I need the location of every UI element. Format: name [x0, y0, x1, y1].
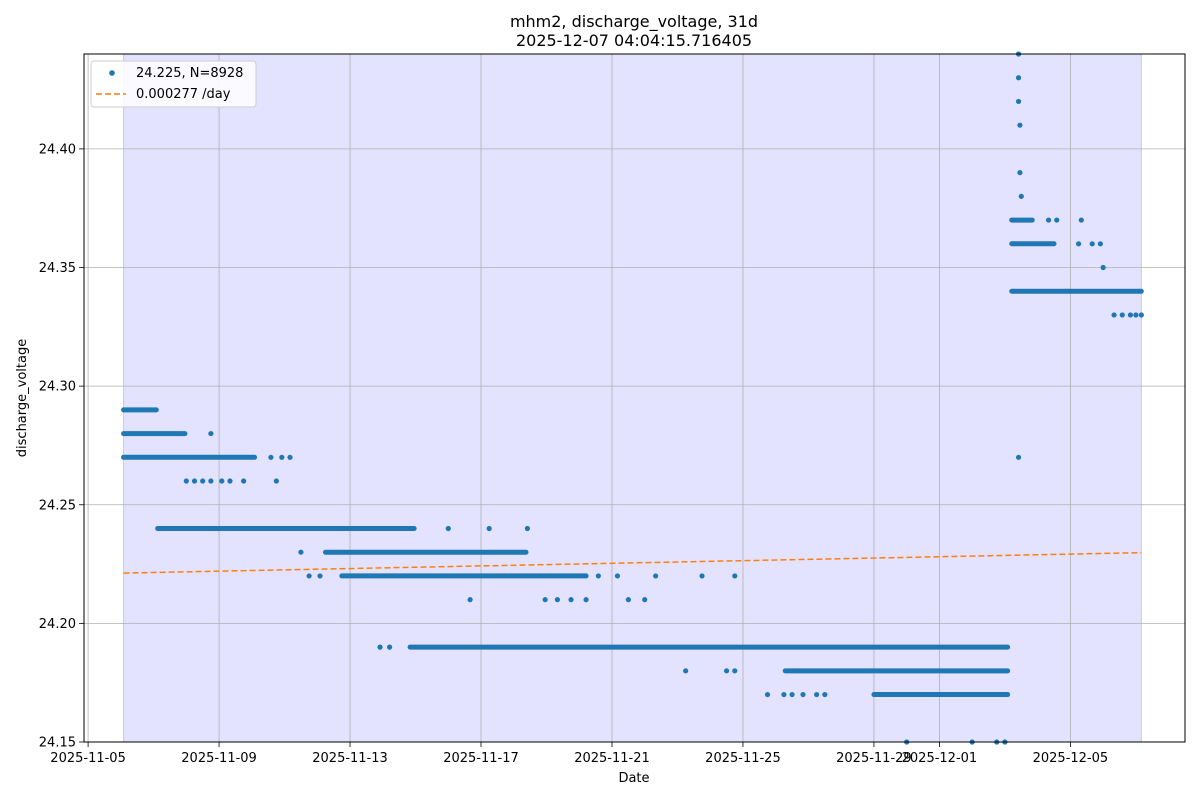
scatter-point: [298, 549, 304, 555]
scatter-point: [781, 691, 787, 698]
y-tick-label: 24.40: [39, 142, 76, 157]
scatter-point: [1138, 312, 1144, 318]
x-tick-label: 2025-11-13: [312, 751, 388, 766]
scatter-point: [568, 597, 574, 603]
shaded-span: [123, 53, 1142, 743]
scatter-point: [268, 454, 274, 460]
scatter-point: [183, 478, 189, 484]
plot-frame: [83, 53, 1186, 743]
y-tick-label: 24.25: [39, 498, 76, 513]
scatter-point: [732, 573, 738, 579]
legend-marker-points: [109, 70, 115, 76]
y-axis-label: discharge_voltage: [15, 339, 30, 457]
scatter-point: [241, 478, 247, 484]
scatter-point: [814, 691, 820, 698]
scatter-point: [822, 691, 828, 698]
x-tick-label: 2025-11-25: [705, 751, 781, 766]
scatter-point: [789, 691, 795, 698]
scatter-point: [273, 478, 279, 484]
scatter-bands: [121, 217, 1144, 698]
scatter-point: [1015, 98, 1022, 105]
scatter-point: [1017, 122, 1023, 128]
scatter-point: [1054, 217, 1060, 223]
scatter-point: [1111, 312, 1117, 318]
scatter-point: [1119, 312, 1125, 318]
chart-title-line2: 2025-12-07 04:04:15.716405: [516, 31, 752, 50]
y-tick-label: 24.15: [39, 736, 76, 751]
x-tick-label: 2025-11-09: [181, 751, 257, 766]
scatter-point: [467, 597, 473, 603]
trend-line: [123, 551, 1142, 574]
scatter-point: [219, 478, 225, 484]
scatter-point: [1089, 241, 1095, 247]
y-tick-label: 24.35: [39, 261, 76, 276]
scatter-point: [614, 573, 621, 579]
scatter-point: [1015, 454, 1022, 460]
scatter-point: [1133, 312, 1139, 318]
scatter-point: [625, 597, 631, 603]
legend-box: [90, 60, 257, 108]
x-tick-label: 2025-11-21: [574, 751, 650, 766]
scatter-point: [642, 597, 648, 603]
scatter-point: [683, 668, 689, 674]
x-tick-label: 2025-12-05: [1033, 751, 1109, 766]
scatter-point: [1097, 241, 1104, 247]
scatter-points: [183, 51, 1144, 745]
scatter-point: [699, 573, 705, 579]
scatter-point: [1127, 312, 1134, 318]
scatter-point: [723, 668, 730, 674]
x-tick-label: 2025-11-05: [50, 751, 126, 766]
scatter-point: [377, 644, 383, 650]
y-tick-label: 24.20: [39, 617, 76, 632]
scatter-point: [1018, 193, 1024, 199]
scatter-point: [1017, 170, 1023, 176]
x-axis-ticks: 2025-11-05 2025-11-09 2025-11-13 2025-11-17…: [50, 742, 1108, 766]
scatter-point: [486, 525, 492, 532]
scatter-point: [287, 454, 293, 460]
scatter-point: [445, 525, 451, 532]
scatter-point: [554, 597, 561, 603]
scatter-point: [208, 478, 214, 484]
scatter-point: [306, 573, 312, 579]
scatter-point: [279, 454, 285, 460]
legend-label-points: 24.225, N=8928: [136, 66, 243, 81]
x-tick-label: 2025-11-17: [443, 751, 519, 766]
scatter-point: [542, 597, 548, 603]
legend-label-trend: 0.000277 /day: [136, 87, 231, 102]
scatter-point: [1045, 217, 1052, 223]
legend: 24.225, N=8928 0.000277 /day: [90, 60, 257, 108]
y-tick-label: 24.30: [39, 380, 76, 395]
x-axis-label: Date: [618, 771, 649, 786]
scatter-point: [200, 478, 206, 484]
scatter-point: [764, 691, 771, 698]
y-axis-ticks: 24.15 24.20 24.25 24.30 24.35 24.40: [39, 142, 84, 751]
scatter-point: [317, 573, 323, 579]
scatter-point: [524, 525, 531, 532]
scatter-point: [583, 597, 589, 603]
scatter-point: [1015, 75, 1022, 81]
scatter-point: [208, 430, 214, 437]
chart-title-line1: mhm2, discharge_voltage, 31d: [510, 12, 758, 32]
x-tick-label: 2025-12-01: [902, 751, 978, 766]
scatter-point: [227, 478, 233, 484]
x-tick-label: 2025-11-29: [836, 751, 912, 766]
scatter-point: [387, 644, 393, 650]
scatter-point: [732, 668, 738, 674]
scatter-point: [653, 573, 659, 579]
scatter-point: [191, 478, 198, 484]
scatter-point: [595, 573, 601, 579]
scatter-point: [1078, 217, 1084, 223]
scatter-point: [1100, 264, 1106, 271]
scatter-point: [1075, 241, 1082, 247]
scatter-point: [800, 691, 806, 698]
